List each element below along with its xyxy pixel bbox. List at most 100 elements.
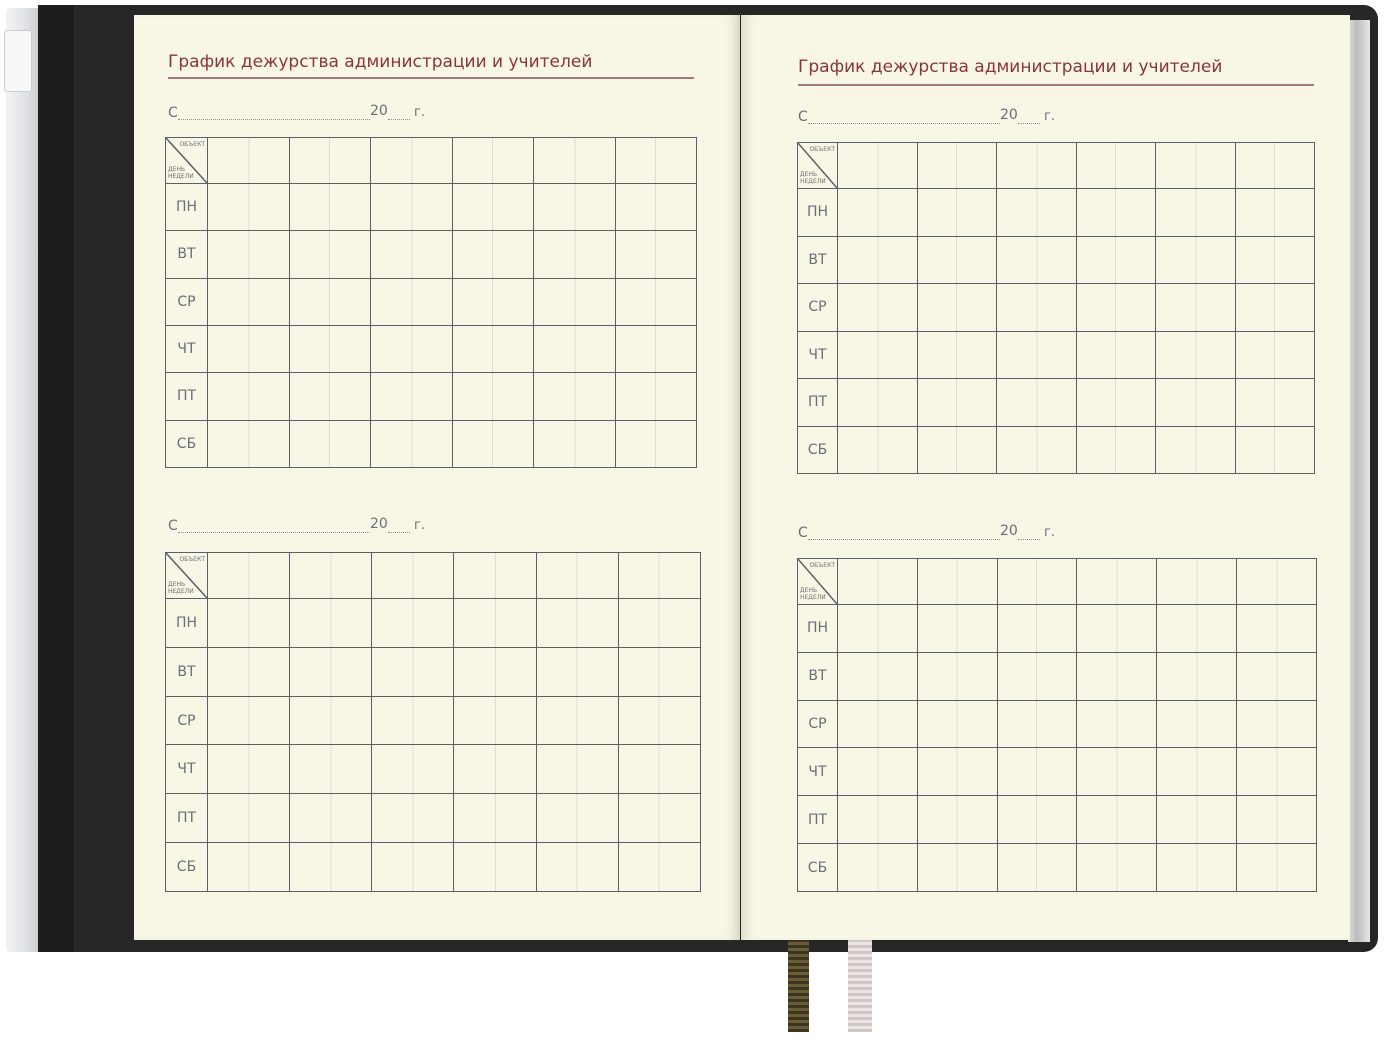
object-header-cell[interactable] bbox=[837, 142, 918, 189]
date-field[interactable]: С 20 г. bbox=[798, 523, 1058, 545]
duty-cell[interactable] bbox=[1075, 425, 1156, 474]
object-header-cell[interactable] bbox=[288, 137, 371, 184]
duty-cell[interactable] bbox=[289, 598, 373, 648]
duty-cell[interactable] bbox=[371, 695, 455, 746]
duty-cell[interactable] bbox=[1156, 604, 1238, 653]
duty-cell[interactable] bbox=[916, 378, 997, 427]
bookmark-ribbon-beige[interactable] bbox=[848, 940, 872, 1032]
duty-cell[interactable] bbox=[1155, 235, 1236, 284]
duty-cell[interactable] bbox=[206, 842, 291, 892]
duty-cell[interactable] bbox=[1155, 283, 1236, 332]
duty-cell[interactable] bbox=[916, 651, 998, 701]
duty-cell[interactable] bbox=[837, 699, 918, 749]
duty-cell[interactable] bbox=[837, 651, 918, 701]
duty-cell[interactable] bbox=[371, 598, 455, 648]
duty-cell[interactable] bbox=[533, 419, 616, 468]
year-blank[interactable] bbox=[388, 532, 410, 533]
duty-cell[interactable] bbox=[370, 277, 453, 326]
object-header-cell[interactable] bbox=[453, 552, 537, 599]
date-field[interactable]: С 20 г. bbox=[168, 516, 428, 538]
object-header-cell[interactable] bbox=[916, 558, 998, 605]
duty-cell[interactable] bbox=[1075, 188, 1156, 237]
date-field[interactable]: С 20 г. bbox=[168, 103, 428, 125]
duty-cell[interactable] bbox=[451, 372, 534, 421]
duty-cell[interactable] bbox=[996, 747, 1078, 797]
duty-cell[interactable] bbox=[1236, 747, 1317, 797]
duty-cell[interactable] bbox=[451, 230, 534, 279]
duty-cell[interactable] bbox=[1234, 378, 1315, 427]
duty-cell[interactable] bbox=[289, 695, 373, 746]
duty-cell[interactable] bbox=[289, 646, 373, 697]
duty-cell[interactable] bbox=[1236, 843, 1317, 892]
object-header-cell[interactable] bbox=[207, 137, 290, 184]
year-blank[interactable] bbox=[1018, 539, 1040, 540]
duty-cell[interactable] bbox=[1076, 699, 1158, 749]
duty-cell[interactable] bbox=[288, 277, 371, 326]
duty-cell[interactable] bbox=[1156, 747, 1238, 797]
duty-cell[interactable] bbox=[996, 330, 1077, 379]
duty-cell[interactable] bbox=[288, 419, 371, 468]
object-header-cell[interactable] bbox=[371, 552, 455, 599]
duty-cell[interactable] bbox=[533, 230, 616, 279]
duty-cell[interactable] bbox=[1075, 378, 1156, 427]
duty-cell[interactable] bbox=[996, 699, 1078, 749]
duty-cell[interactable] bbox=[451, 324, 534, 374]
duty-cell[interactable] bbox=[206, 695, 291, 746]
object-header-cell[interactable] bbox=[916, 142, 997, 189]
duty-cell[interactable] bbox=[371, 842, 455, 892]
duty-cell[interactable] bbox=[837, 188, 918, 237]
duty-cell[interactable] bbox=[1155, 330, 1236, 379]
duty-cell[interactable] bbox=[837, 330, 918, 379]
duty-cell[interactable] bbox=[614, 372, 697, 421]
duty-cell[interactable] bbox=[207, 182, 290, 232]
duty-cell[interactable] bbox=[916, 747, 998, 797]
duty-cell[interactable] bbox=[371, 646, 455, 697]
duty-cell[interactable] bbox=[453, 744, 537, 795]
duty-cell[interactable] bbox=[614, 277, 697, 326]
bookmark-ribbon-brown[interactable] bbox=[788, 940, 809, 1032]
duty-cell[interactable] bbox=[1075, 330, 1156, 379]
object-header-cell[interactable] bbox=[1075, 142, 1156, 189]
duty-cell[interactable] bbox=[1155, 378, 1236, 427]
object-header-cell[interactable] bbox=[1156, 558, 1238, 605]
duty-cell[interactable] bbox=[614, 230, 697, 279]
duty-cell[interactable] bbox=[916, 330, 997, 379]
object-header-cell[interactable] bbox=[837, 558, 918, 605]
duty-cell[interactable] bbox=[617, 793, 702, 844]
duty-cell[interactable] bbox=[1155, 425, 1236, 474]
date-field[interactable]: С 20 г. bbox=[798, 107, 1058, 129]
duty-cell[interactable] bbox=[451, 277, 534, 326]
duty-cell[interactable] bbox=[453, 842, 537, 892]
duty-cell[interactable] bbox=[996, 795, 1078, 845]
object-header-cell[interactable] bbox=[1076, 558, 1158, 605]
duty-cell[interactable] bbox=[206, 598, 291, 648]
object-header-cell[interactable] bbox=[370, 137, 453, 184]
duty-cell[interactable] bbox=[1234, 283, 1315, 332]
object-header-cell[interactable] bbox=[617, 552, 702, 599]
duty-cell[interactable] bbox=[916, 188, 997, 237]
object-header-cell[interactable] bbox=[451, 137, 534, 184]
duty-cell[interactable] bbox=[614, 182, 697, 232]
object-header-cell[interactable] bbox=[614, 137, 697, 184]
duty-cell[interactable] bbox=[533, 372, 616, 421]
date-blank[interactable] bbox=[178, 532, 370, 533]
duty-cell[interactable] bbox=[1076, 651, 1158, 701]
duty-cell[interactable] bbox=[288, 372, 371, 421]
duty-cell[interactable] bbox=[1076, 604, 1158, 653]
duty-cell[interactable] bbox=[996, 604, 1078, 653]
duty-cell[interactable] bbox=[996, 378, 1077, 427]
duty-cell[interactable] bbox=[916, 425, 997, 474]
duty-cell[interactable] bbox=[371, 793, 455, 844]
duty-cell[interactable] bbox=[535, 598, 619, 648]
duty-cell[interactable] bbox=[996, 425, 1077, 474]
date-blank[interactable] bbox=[808, 539, 1000, 540]
duty-cell[interactable] bbox=[1234, 235, 1315, 284]
duty-cell[interactable] bbox=[1155, 188, 1236, 237]
duty-cell[interactable] bbox=[533, 277, 616, 326]
duty-cell[interactable] bbox=[1236, 651, 1317, 701]
object-header-cell[interactable] bbox=[535, 552, 619, 599]
duty-cell[interactable] bbox=[1076, 843, 1158, 892]
duty-cell[interactable] bbox=[207, 230, 290, 279]
duty-cell[interactable] bbox=[371, 744, 455, 795]
date-blank[interactable] bbox=[178, 119, 370, 120]
